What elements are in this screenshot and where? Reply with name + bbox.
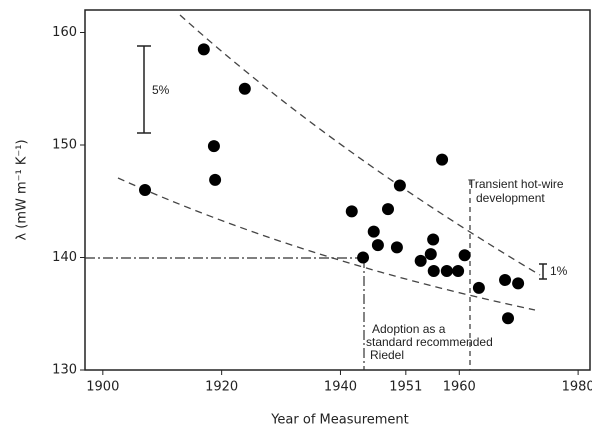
upper-trend (179, 14, 541, 276)
data-point (393, 179, 406, 192)
y-tick-label: 150 (52, 138, 77, 153)
y-tick-label: 160 (52, 25, 77, 40)
x-tick-label: 1940 (324, 380, 357, 395)
annotation: Transient hot-wire (468, 177, 564, 191)
data-point (427, 265, 440, 277)
annotation: development (476, 191, 545, 205)
data-point (424, 248, 437, 261)
data-point (512, 277, 525, 290)
y-tick-label: 130 (52, 363, 77, 378)
data-point (209, 173, 222, 186)
data-point (367, 225, 380, 238)
data-point (414, 254, 427, 267)
annotation: 1% (550, 264, 568, 278)
x-tick-label: 1951 (389, 380, 422, 395)
x-tick-label: 1920 (205, 380, 238, 395)
data-point (371, 239, 384, 252)
data-point (472, 281, 485, 294)
data-point (238, 82, 251, 95)
data-point (502, 312, 515, 325)
data-point (207, 140, 220, 153)
scale-bar-1 (539, 263, 547, 280)
y-axis-label: λ (mW m⁻¹ K⁻¹) (15, 139, 30, 240)
lower-trend (117, 177, 536, 311)
x-tick-label: 1960 (443, 380, 476, 395)
y-tick-label: 140 (52, 250, 77, 265)
data-point (499, 274, 512, 286)
data-point (382, 203, 394, 216)
plot-frame (84, 9, 591, 371)
data-point (427, 233, 440, 246)
data-point (452, 265, 465, 277)
data-point (390, 241, 403, 254)
scale-bar-5 (137, 45, 151, 134)
x-tick-label: 1980 (562, 380, 592, 395)
data-point (357, 251, 370, 264)
data-point (458, 249, 471, 262)
annotation: Riedel (370, 348, 404, 362)
data-point (345, 205, 358, 218)
data-point (440, 265, 453, 277)
annotation: Adoption as a (372, 322, 446, 336)
annotation: 5% (152, 83, 170, 97)
annotation: standard recommended (366, 335, 493, 349)
x-tick-label: 1900 (86, 380, 119, 395)
data-point (139, 184, 152, 196)
x-axis-label: Year of Measurement (270, 413, 409, 428)
data-point (436, 153, 449, 166)
data-point (197, 43, 210, 56)
